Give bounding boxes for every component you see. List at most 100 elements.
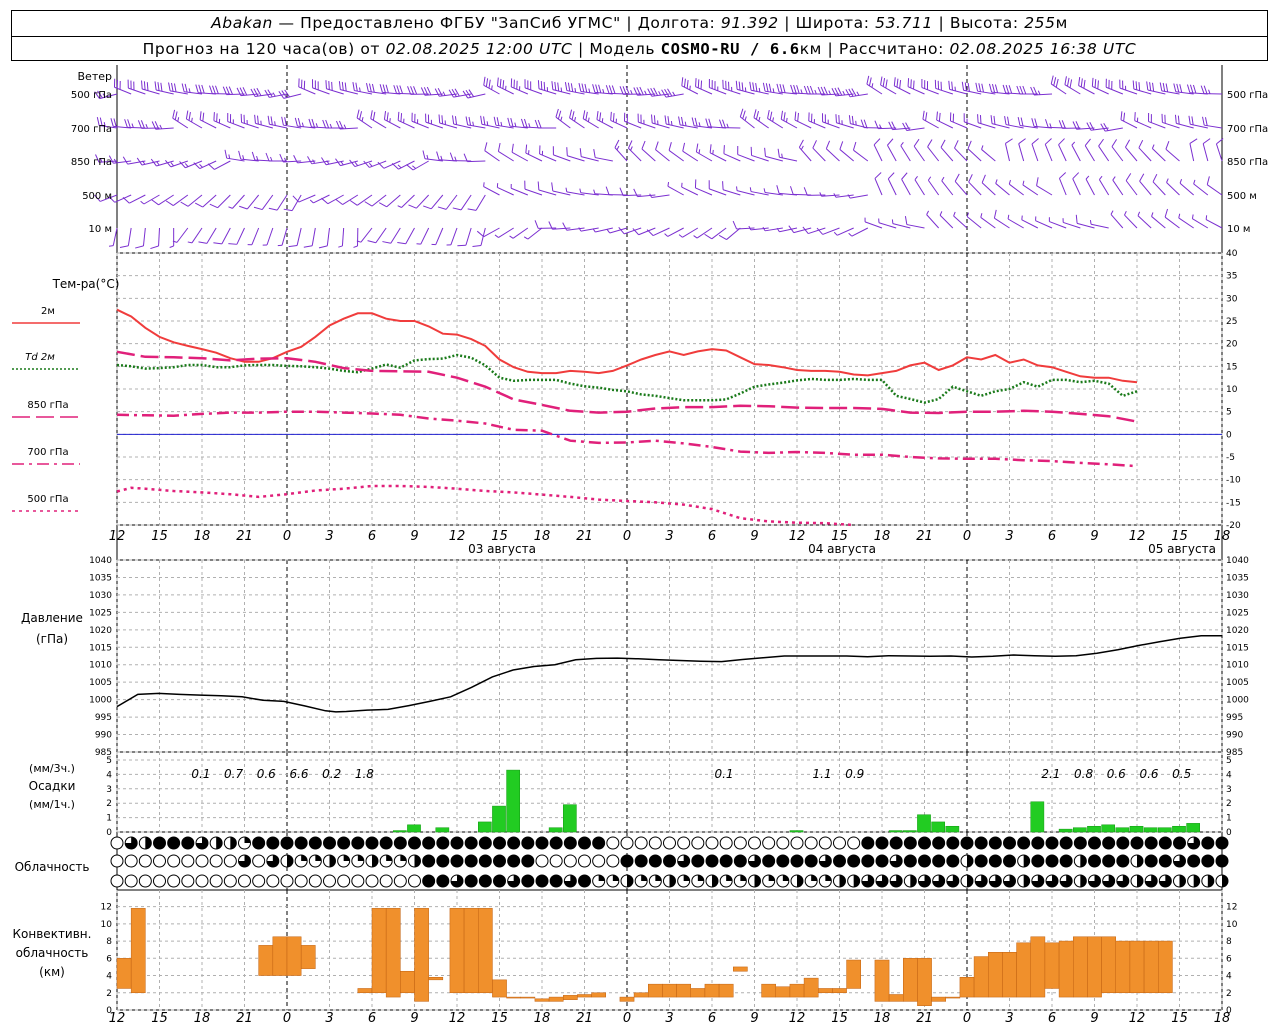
wind-barb — [1031, 138, 1039, 162]
wind-barb — [694, 179, 713, 196]
wind-barb — [887, 172, 897, 196]
wind-barb — [722, 79, 741, 95]
cloud-symbol-high — [535, 836, 549, 850]
cloud-symbol-low — [1130, 874, 1144, 888]
cloud-symbol-low — [365, 874, 379, 888]
temp-legend-label: 700 гПа — [27, 447, 68, 458]
series-t2m — [116, 308, 1138, 384]
cloud-symbol-low — [478, 874, 492, 888]
cloud-symbol-mid — [167, 854, 181, 868]
conv-bar — [1030, 936, 1046, 998]
conv-bar — [258, 945, 274, 976]
hour-label-bottom: 15 — [151, 1011, 168, 1024]
wind-barb — [651, 114, 670, 129]
wind-barb — [150, 158, 174, 167]
cloud-symbol-low — [408, 874, 421, 888]
cloud-symbol-high — [167, 836, 181, 850]
wind-barb — [397, 227, 415, 245]
wind-barb — [1188, 115, 1208, 129]
conv-bar — [903, 958, 918, 1002]
hour-label-bottom: 12 — [1129, 1011, 1146, 1024]
hour-label: 18 — [1214, 529, 1231, 544]
wind-barb — [1139, 173, 1152, 196]
wind-barb — [619, 187, 642, 197]
wind-barb — [195, 84, 217, 95]
hour-label: 15 — [1171, 529, 1188, 544]
wind-barb — [169, 228, 175, 248]
wind-barb — [739, 108, 755, 129]
wind-barb — [839, 141, 854, 162]
cloud-symbol-low — [549, 874, 563, 888]
cloud-symbol-high — [776, 836, 790, 850]
wind-barb — [888, 121, 911, 131]
cloud-symbol-mid — [790, 854, 804, 868]
conv-bar — [463, 908, 479, 994]
cloud-symbol-mid — [762, 854, 776, 868]
wind-barb — [1044, 138, 1053, 162]
cloud-symbol-mid — [507, 854, 521, 868]
wind-barb — [94, 90, 118, 100]
wind-barb — [1002, 84, 1024, 95]
wind-barb — [835, 114, 854, 129]
wind-barb — [509, 227, 529, 239]
cloud-symbol-low — [932, 874, 946, 888]
wind-barb — [825, 140, 840, 162]
wind-barb — [1048, 217, 1067, 229]
lon-label: Долгота: — [637, 14, 716, 32]
cloud-symbol-low — [138, 874, 152, 888]
cloud-symbol-mid — [889, 854, 903, 868]
hour-label: 12 — [1129, 529, 1146, 544]
press-tick-right: 1035 — [1226, 573, 1249, 583]
wind-barb — [108, 155, 132, 164]
wind-barb — [448, 88, 472, 98]
wind-barb — [641, 140, 656, 162]
cloud-symbol-high — [436, 836, 450, 850]
wind-barb — [667, 181, 684, 196]
wind-barb — [1111, 139, 1124, 162]
wind-barb — [1100, 122, 1123, 132]
precip-bar — [789, 830, 804, 833]
precip-total-label: 0.1 — [714, 767, 733, 781]
press-tick-right: 985 — [1226, 748, 1243, 758]
wind-barb — [954, 140, 968, 162]
cloud-symbol-high — [974, 836, 988, 850]
cloud-symbol-low — [493, 874, 506, 888]
cloud-symbol-mid — [578, 854, 591, 868]
press-tick-right: 995 — [1226, 713, 1243, 723]
cloud-symbol-mid — [1017, 854, 1031, 868]
wind-barb — [520, 118, 543, 129]
cloud-symbol-mid — [1102, 854, 1116, 868]
cloud-symbol-low — [351, 874, 365, 888]
wind-barb — [187, 227, 203, 244]
wind-barb — [578, 227, 599, 232]
wind-barb — [179, 160, 203, 169]
wind-barb — [483, 182, 500, 196]
cloud-symbol-low — [1059, 874, 1073, 888]
cloud-symbol-high — [1059, 836, 1073, 850]
model-name: COSMO-RU / 6.6 — [660, 40, 800, 58]
wind-barb — [510, 183, 529, 196]
conv-bar — [130, 908, 146, 994]
wind-barb — [776, 185, 798, 196]
cloud-symbol-low — [889, 874, 903, 888]
wind-barb — [566, 147, 585, 162]
cloud-symbol-low — [209, 874, 223, 888]
hour-label: 12 — [789, 529, 806, 544]
conv-bar — [414, 908, 429, 1002]
cloud-symbol-high — [833, 836, 846, 850]
wind-barb — [1031, 118, 1053, 129]
wind-barb — [523, 227, 543, 240]
temp-legend-label: 850 гПа — [27, 400, 68, 411]
wind-barb — [816, 227, 840, 235]
cloud-symbol-low — [223, 874, 237, 888]
wind-barb — [681, 182, 699, 196]
precip-tick-left: 2 — [106, 799, 112, 809]
precip-bar — [1186, 823, 1201, 833]
precip-total-label: 0.8 — [1074, 767, 1093, 781]
wind-barb — [239, 194, 260, 210]
precip-bar — [1129, 825, 1144, 833]
forecast-start: 02.08.2025 12:00 UTC — [385, 40, 573, 58]
wind-barb — [1058, 120, 1081, 129]
wind-barb — [462, 89, 486, 99]
cloud-symbol-mid — [847, 854, 861, 868]
